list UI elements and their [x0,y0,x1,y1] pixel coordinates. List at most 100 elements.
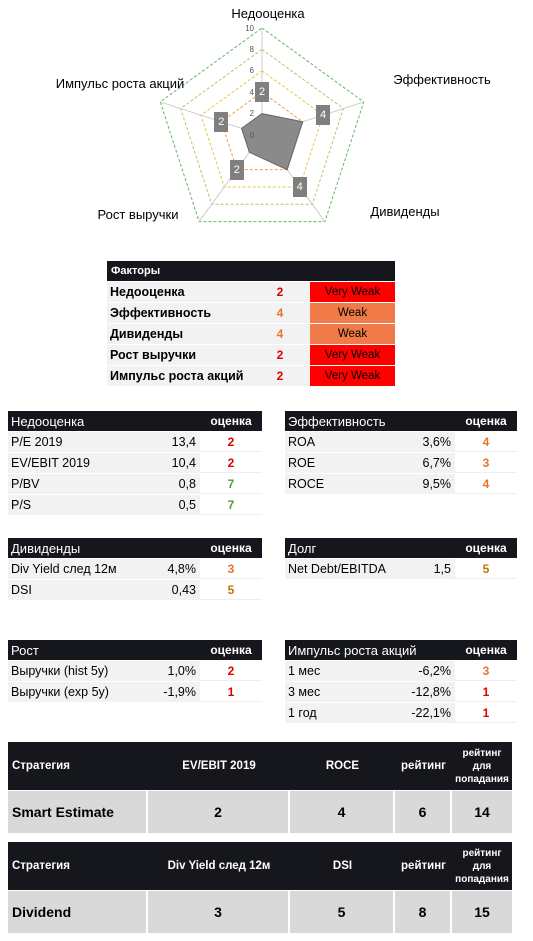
metric-name: 3 мес [285,682,400,702]
r-tick-label: 8 [249,44,254,54]
metric-name: Выручки (hist 5y) [8,661,150,681]
factor-rating: Very Weak [310,366,395,386]
metric-name: ROA [285,432,400,452]
factor-name: Дивиденды [107,324,250,344]
radar-area [241,113,304,171]
metric-name: DSI [8,580,150,600]
axis-label: Дивиденды [370,204,440,219]
table-title: Рост [8,640,200,660]
factor-score: 2 [250,366,310,386]
grid-ring [200,70,324,188]
factor-rating: Very Weak [310,282,395,302]
factor-rating: Very Weak [310,345,395,365]
metric-score: 3 [200,559,262,579]
r-tick-label: 0 [249,130,254,140]
factor-score: 4 [250,324,310,344]
metric-score: 5 [200,580,262,600]
strategy-header: Стратегия [8,742,148,790]
axis-label: Недооценка [231,6,305,21]
score-header: оценка [200,538,262,558]
metric-score: 3 [455,453,517,473]
value-label: 2 [229,159,244,180]
table-title: Дивиденды [8,538,200,558]
metric-score: 7 [200,474,262,494]
metric-name: P/BV [8,474,150,494]
metric-value: 1,5 [400,559,455,579]
metric-value: 1,0% [150,661,200,681]
metric-value: -12,8% [400,682,455,702]
factor-rating: Weak [310,303,395,323]
metric-score: 7 [200,495,262,515]
strategy-cell: 14 [452,791,512,833]
metric-score: 5 [455,559,517,579]
metric-value: -6,2% [400,661,455,681]
factor-score: 2 [250,345,310,365]
metric-score: 2 [200,432,262,452]
metric-name: ROE [285,453,400,473]
factor-name: Импульс роста акций [107,366,250,386]
strategy-header: Стратегия [8,842,148,890]
metric-score: 1 [200,682,262,702]
factor-score: 4 [250,303,310,323]
strategy-header: ROCE [290,742,395,790]
factors-header: Факторы [107,261,395,281]
strategy-header: рейтинг для попадания [452,742,512,790]
value-label: 2 [255,82,269,103]
metric-score: 1 [455,682,517,702]
factor-rating: Weak [310,324,395,344]
score-header: оценка [200,411,262,431]
metric-score: 4 [455,474,517,494]
strategy-header: EV/EBIT 2019 [148,742,290,790]
metric-name: Div Yield след 12м [8,559,150,579]
metric-value: 4,8% [150,559,200,579]
metric-name: EV/EBIT 2019 [8,453,150,473]
metric-value: 0,5 [150,495,200,515]
strategy-cell: Dividend [8,891,146,933]
score-header: оценка [455,640,517,660]
factor-name: Недооценка [107,282,250,302]
metric-score: 4 [455,432,517,452]
metric-value: -1,9% [150,682,200,702]
table-title: Импульс роста акций [285,640,455,660]
metric-name: P/E 2019 [8,432,150,452]
strategy-header: рейтинг [395,742,452,790]
factor-name: Рост выручки [107,345,250,365]
strategy-cell: 2 [148,791,288,833]
axis-label: Эффективность [393,72,491,87]
metric-value: 13,4 [150,432,200,452]
factor-score: 2 [250,282,310,302]
strategy-cell: 3 [148,891,288,933]
strategy-cell: 6 [395,791,450,833]
axis-label: Импульс роста акций [55,76,185,91]
strategy-header: Div Yield след 12м [148,842,290,890]
metric-score: 2 [200,661,262,681]
metric-name: Net Debt/EBITDA [285,559,400,579]
strategy-cell: Smart Estimate [8,791,146,833]
score-header: оценка [455,411,517,431]
strategy-cell: 5 [290,891,393,933]
strategy-header: DSI [290,842,395,890]
metric-name: Выручки (exp 5y) [8,682,150,702]
metric-value: -22,1% [400,703,455,723]
value-label: 2 [214,111,229,132]
metric-value: 0,43 [150,580,200,600]
value-label: 4 [316,105,331,126]
factor-name: Эффективность [107,303,250,323]
r-tick-label: 10 [245,23,254,33]
metric-value: 0,8 [150,474,200,494]
metric-value: 3,6% [400,432,455,452]
metric-score: 1 [455,703,517,723]
metric-name: 1 мес [285,661,400,681]
value-label: 4 [292,176,307,197]
strategy-header: рейтинг [395,842,452,890]
score-header: оценка [455,538,517,558]
table-title: Недооценка [8,411,200,431]
metric-name: P/S [8,495,150,515]
metric-score: 3 [455,661,517,681]
axis-label: Рост выручки [97,207,179,222]
strategy-cell: 8 [395,891,450,933]
metric-value: 9,5% [400,474,455,494]
metric-name: 1 год [285,703,400,723]
r-tick-label: 6 [249,66,254,76]
